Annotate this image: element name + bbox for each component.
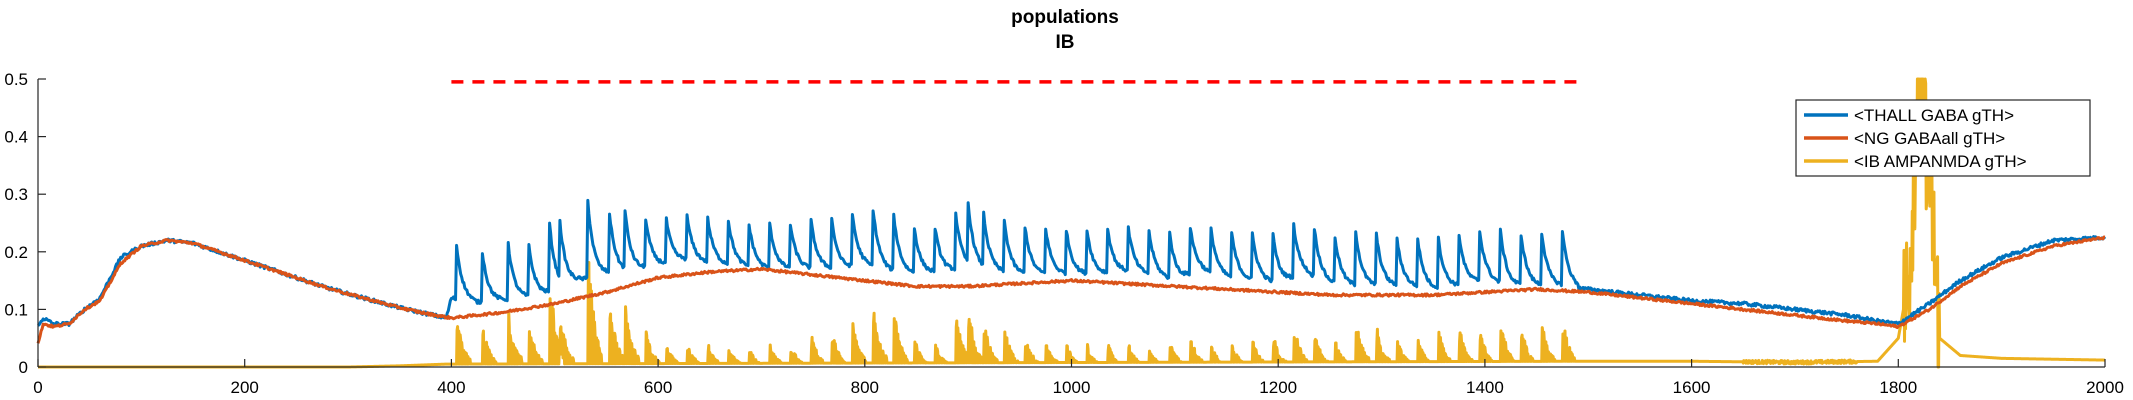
legend-label: <THALL GABA gTH> [1854, 106, 2014, 125]
legend: <THALL GABA gTH> <NG GABAall gTH> <IB AMPA… [1795, 99, 2091, 177]
x-tick-label: 200 [231, 378, 259, 397]
x-tick-label: 1800 [1879, 378, 1917, 397]
y-tick-label: 0.4 [4, 128, 28, 147]
x-tick-label: 1200 [1259, 378, 1297, 397]
chart-subtitle: IB [1056, 32, 1075, 53]
y-tick-label: 0 [19, 358, 28, 377]
series-line-ng-gabaall [36, 235, 2106, 344]
x-tick-label: 1000 [1053, 378, 1091, 397]
y-tick-label: 0.1 [4, 300, 28, 319]
axes-layer: 0 200 400 600 800 1000 1200 1400 1600 1800 2000 0 0.… [4, 70, 2124, 397]
x-tick-label: 0 [33, 378, 42, 397]
y-tick-label: 0.3 [4, 185, 28, 204]
x-tick-label: 1600 [1673, 378, 1711, 397]
x-tick-label: 800 [851, 378, 879, 397]
x-tick-label: 1400 [1466, 378, 1504, 397]
legend-label: <NG GABAall gTH> [1854, 129, 2005, 148]
chart-title: populations [1011, 7, 1119, 28]
series-line-thall-gaba [37, 198, 2107, 327]
x-tick-label: 400 [437, 378, 465, 397]
y-tick-label: 0.5 [4, 70, 28, 89]
x-tick-label: 600 [644, 378, 672, 397]
plot-area: 0 200 400 600 800 1000 1200 1400 1600 1800 2000 0 0.… [4, 70, 2124, 397]
legend-label: <IB AMPANMDA gTH> [1854, 152, 2027, 171]
x-tick-label: 2000 [2086, 378, 2124, 397]
series-line-ib-ampanmda [37, 77, 2106, 369]
series-layer [36, 77, 2107, 369]
y-tick-label: 0.2 [4, 243, 28, 262]
